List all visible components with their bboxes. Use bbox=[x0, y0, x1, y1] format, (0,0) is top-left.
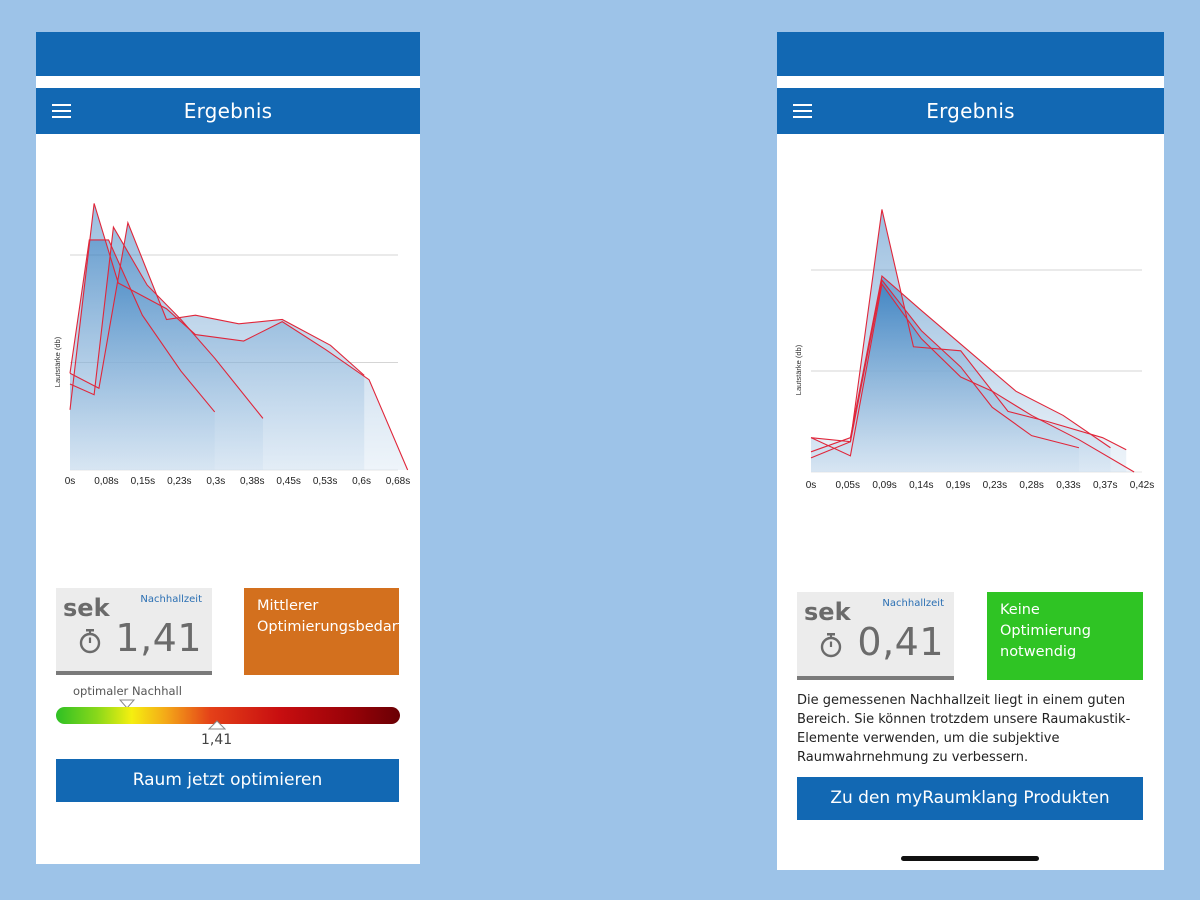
menu-icon[interactable] bbox=[52, 103, 71, 119]
x-tick-label: 0,68s bbox=[386, 476, 410, 487]
x-tick-label: 0,08s bbox=[94, 476, 118, 487]
x-tick-label: 0,33s bbox=[1056, 480, 1080, 491]
stopwatch-icon bbox=[79, 629, 101, 654]
x-tick-label: 0,19s bbox=[946, 480, 970, 491]
x-tick-label: 0,6s bbox=[352, 476, 371, 487]
reverb-scale-bar bbox=[56, 707, 400, 724]
x-tick-label: 0,09s bbox=[872, 480, 896, 491]
result-description: Die gemessenen Nachhallzeit liegt in ein… bbox=[797, 693, 1131, 765]
x-tick-label: 0,45s bbox=[276, 476, 300, 487]
app-bar: Ergebnis bbox=[36, 88, 420, 134]
page-title: Ergebnis bbox=[183, 99, 273, 123]
reverb-time-card: sek Nachhallzeit 0,41 bbox=[797, 592, 954, 680]
series-line bbox=[810, 275, 1111, 453]
x-tick-label: 0,3s bbox=[206, 476, 225, 487]
reverb-time-value: 1,41 bbox=[115, 616, 202, 660]
current-value-marker-icon bbox=[208, 720, 226, 730]
series-line bbox=[69, 239, 216, 413]
series-line bbox=[69, 203, 409, 471]
x-tick-label: 0,05s bbox=[836, 480, 860, 491]
status-bar bbox=[777, 32, 1164, 76]
x-tick-label: 0,15s bbox=[131, 476, 155, 487]
phone-screen-right: Ergebnis 0s 0,05s 0,09s 0,14s 0,19s 0,23s 0,28… bbox=[777, 32, 1164, 870]
x-tick-label: 0,42s bbox=[1130, 480, 1154, 491]
series-line bbox=[810, 209, 1127, 451]
reverb-chart-svg: 0s 0,08s 0,15s 0,23s 0,3s 0,38s 0,45s 0,53s 0,6s… bbox=[53, 203, 410, 487]
stopwatch-icon bbox=[820, 633, 842, 658]
optimization-status-badge: Keine Optimierung notwendig bbox=[987, 592, 1143, 680]
unit-label: sek bbox=[804, 598, 851, 626]
series-line bbox=[69, 220, 365, 390]
y-axis-label: Lautstärke (db) bbox=[794, 344, 803, 395]
x-tick-label: 0,28s bbox=[1019, 480, 1043, 491]
phone-screen-left: Ergebnis 0s 0,08s 0,15s 0,23s 0,3s 0,38s 0,45s… bbox=[36, 32, 420, 864]
products-button[interactable]: Zu den myRaumklang Produkten bbox=[797, 777, 1143, 820]
x-tick-label: 0,23s bbox=[983, 480, 1007, 491]
x-tick-label: 0,14s bbox=[909, 480, 933, 491]
optimal-marker-icon bbox=[119, 699, 135, 709]
series-area bbox=[70, 222, 365, 470]
menu-icon[interactable] bbox=[793, 103, 812, 119]
series-line bbox=[69, 225, 264, 419]
x-tick-label: 0,37s bbox=[1093, 480, 1117, 491]
series-area bbox=[811, 276, 1111, 472]
optimize-room-button[interactable]: Raum jetzt optimieren bbox=[56, 759, 399, 802]
reverb-chart: 0s 0,08s 0,15s 0,23s 0,3s 0,38s 0,45s 0,53s 0,6s… bbox=[36, 200, 420, 500]
card-title: Nachhallzeit bbox=[140, 594, 202, 605]
status-bar bbox=[36, 32, 420, 76]
card-title: Nachhallzeit bbox=[882, 598, 944, 609]
x-tick-label: 0,23s bbox=[167, 476, 191, 487]
scale-value-label: 1,41 bbox=[201, 732, 233, 748]
x-tick-label: 0s bbox=[65, 476, 76, 487]
series-line bbox=[810, 282, 1135, 473]
x-tick-label: 0s bbox=[806, 480, 817, 491]
page-title: Ergebnis bbox=[926, 99, 1015, 123]
optimization-status-badge: Mittlerer Optimierungsbedarf bbox=[244, 588, 403, 675]
x-tick-label: 0,53s bbox=[313, 476, 337, 487]
x-tick-label: 0,38s bbox=[240, 476, 264, 487]
home-indicator bbox=[901, 856, 1039, 861]
reverb-time-value: 0,41 bbox=[857, 620, 944, 664]
reverb-time-card: sek Nachhallzeit 1,41 bbox=[56, 588, 212, 675]
reverb-chart: 0s 0,05s 0,09s 0,14s 0,19s 0,23s 0,28s 0,33s 0,3… bbox=[777, 200, 1164, 500]
unit-label: sek bbox=[63, 594, 110, 622]
y-axis-label: Lautstärke (db) bbox=[53, 336, 62, 387]
reverb-chart-svg: 0s 0,05s 0,09s 0,14s 0,19s 0,23s 0,28s 0,33s 0,3… bbox=[794, 209, 1154, 491]
optimal-reverb-label: optimaler Nachhall bbox=[73, 684, 182, 698]
app-bar: Ergebnis bbox=[777, 88, 1164, 134]
